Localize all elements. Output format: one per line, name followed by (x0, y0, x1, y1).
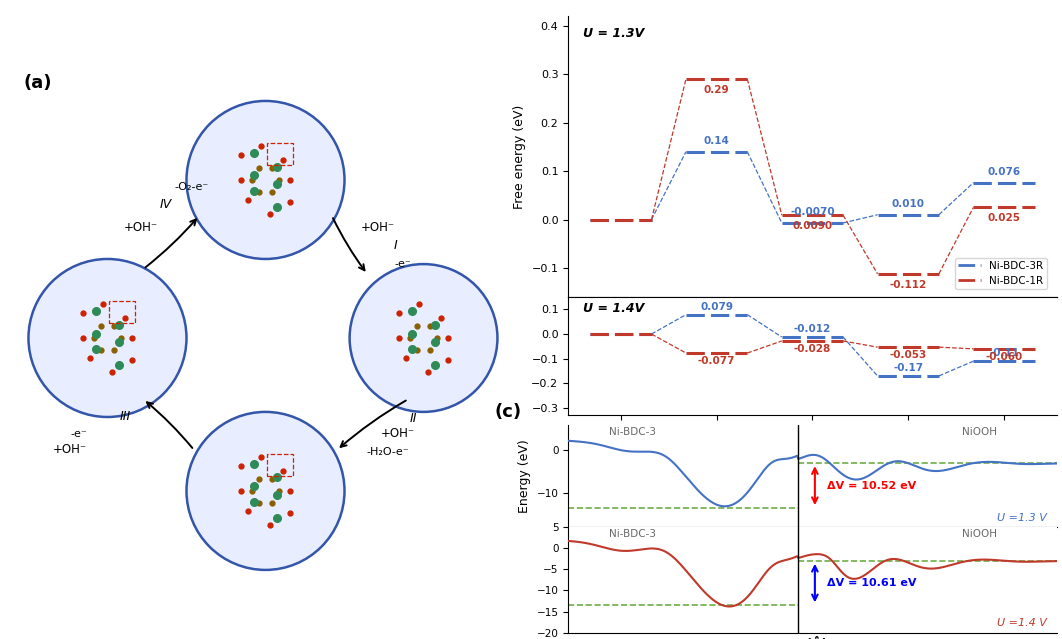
Text: ΔV = 10.52 eV: ΔV = 10.52 eV (827, 481, 917, 491)
Text: 0.076: 0.076 (988, 167, 1021, 177)
Text: +OH⁻: +OH⁻ (361, 221, 395, 234)
Circle shape (349, 264, 497, 412)
Text: -O₂-e⁻: -O₂-e⁻ (174, 182, 209, 192)
Text: U =1.3 V: U =1.3 V (997, 513, 1047, 523)
Text: -0.112: -0.112 (890, 280, 927, 289)
Text: NiOOH: NiOOH (961, 529, 996, 539)
Text: +OH⁻: +OH⁻ (53, 443, 87, 456)
Text: III: III (120, 410, 131, 422)
X-axis label: Reaction Pathway: Reaction Pathway (750, 443, 875, 457)
Text: +OH⁻: +OH⁻ (381, 427, 415, 440)
Text: -0.060: -0.060 (986, 352, 1023, 362)
Text: 0.025: 0.025 (988, 213, 1021, 223)
Text: Ni-BDC-3: Ni-BDC-3 (609, 529, 656, 539)
Text: 0.29: 0.29 (704, 85, 730, 95)
Text: -0.0070: -0.0070 (790, 207, 835, 217)
Text: -e⁻: -e⁻ (395, 259, 411, 268)
Text: II: II (410, 412, 417, 425)
Text: U = 1.4V: U = 1.4V (583, 302, 644, 315)
Text: (c): (c) (495, 403, 523, 420)
Y-axis label: Energy (eV): Energy (eV) (518, 439, 531, 513)
Text: -0.077: -0.077 (698, 356, 735, 366)
Text: -0.028: -0.028 (793, 344, 832, 354)
Text: Ni-BDC-3: Ni-BDC-3 (609, 427, 656, 437)
Text: 0.0090: 0.0090 (792, 221, 833, 231)
Text: ΔV = 10.61 eV: ΔV = 10.61 eV (827, 578, 917, 588)
Text: -0.012: -0.012 (793, 324, 832, 334)
Text: -0.17: -0.17 (893, 363, 923, 373)
Text: 0.14: 0.14 (704, 136, 730, 146)
Text: NiOOH: NiOOH (961, 427, 996, 437)
Text: 0.010: 0.010 (892, 199, 925, 209)
Legend: Ni-BDC-3R, Ni-BDC-1R: Ni-BDC-3R, Ni-BDC-1R (955, 258, 1046, 289)
Text: -0.053: -0.053 (890, 350, 927, 360)
Text: (a): (a) (23, 74, 52, 92)
Y-axis label: Free energy (eV): Free energy (eV) (513, 104, 526, 209)
Text: U =1.4 V: U =1.4 V (997, 619, 1047, 628)
Text: U = 1.3V: U = 1.3V (583, 27, 644, 40)
Text: -e⁻: -e⁻ (70, 429, 87, 440)
Text: IV: IV (160, 198, 172, 211)
X-axis label: Z(Å): Z(Å) (798, 638, 827, 639)
Text: -0.11: -0.11 (989, 348, 1020, 358)
Circle shape (187, 412, 344, 570)
Text: -H₂O-e⁻: -H₂O-e⁻ (366, 447, 409, 458)
Text: +OH⁻: +OH⁻ (123, 221, 157, 234)
Circle shape (187, 101, 344, 259)
Circle shape (29, 259, 187, 417)
Text: I: I (394, 239, 397, 252)
Text: 0.079: 0.079 (700, 302, 733, 312)
